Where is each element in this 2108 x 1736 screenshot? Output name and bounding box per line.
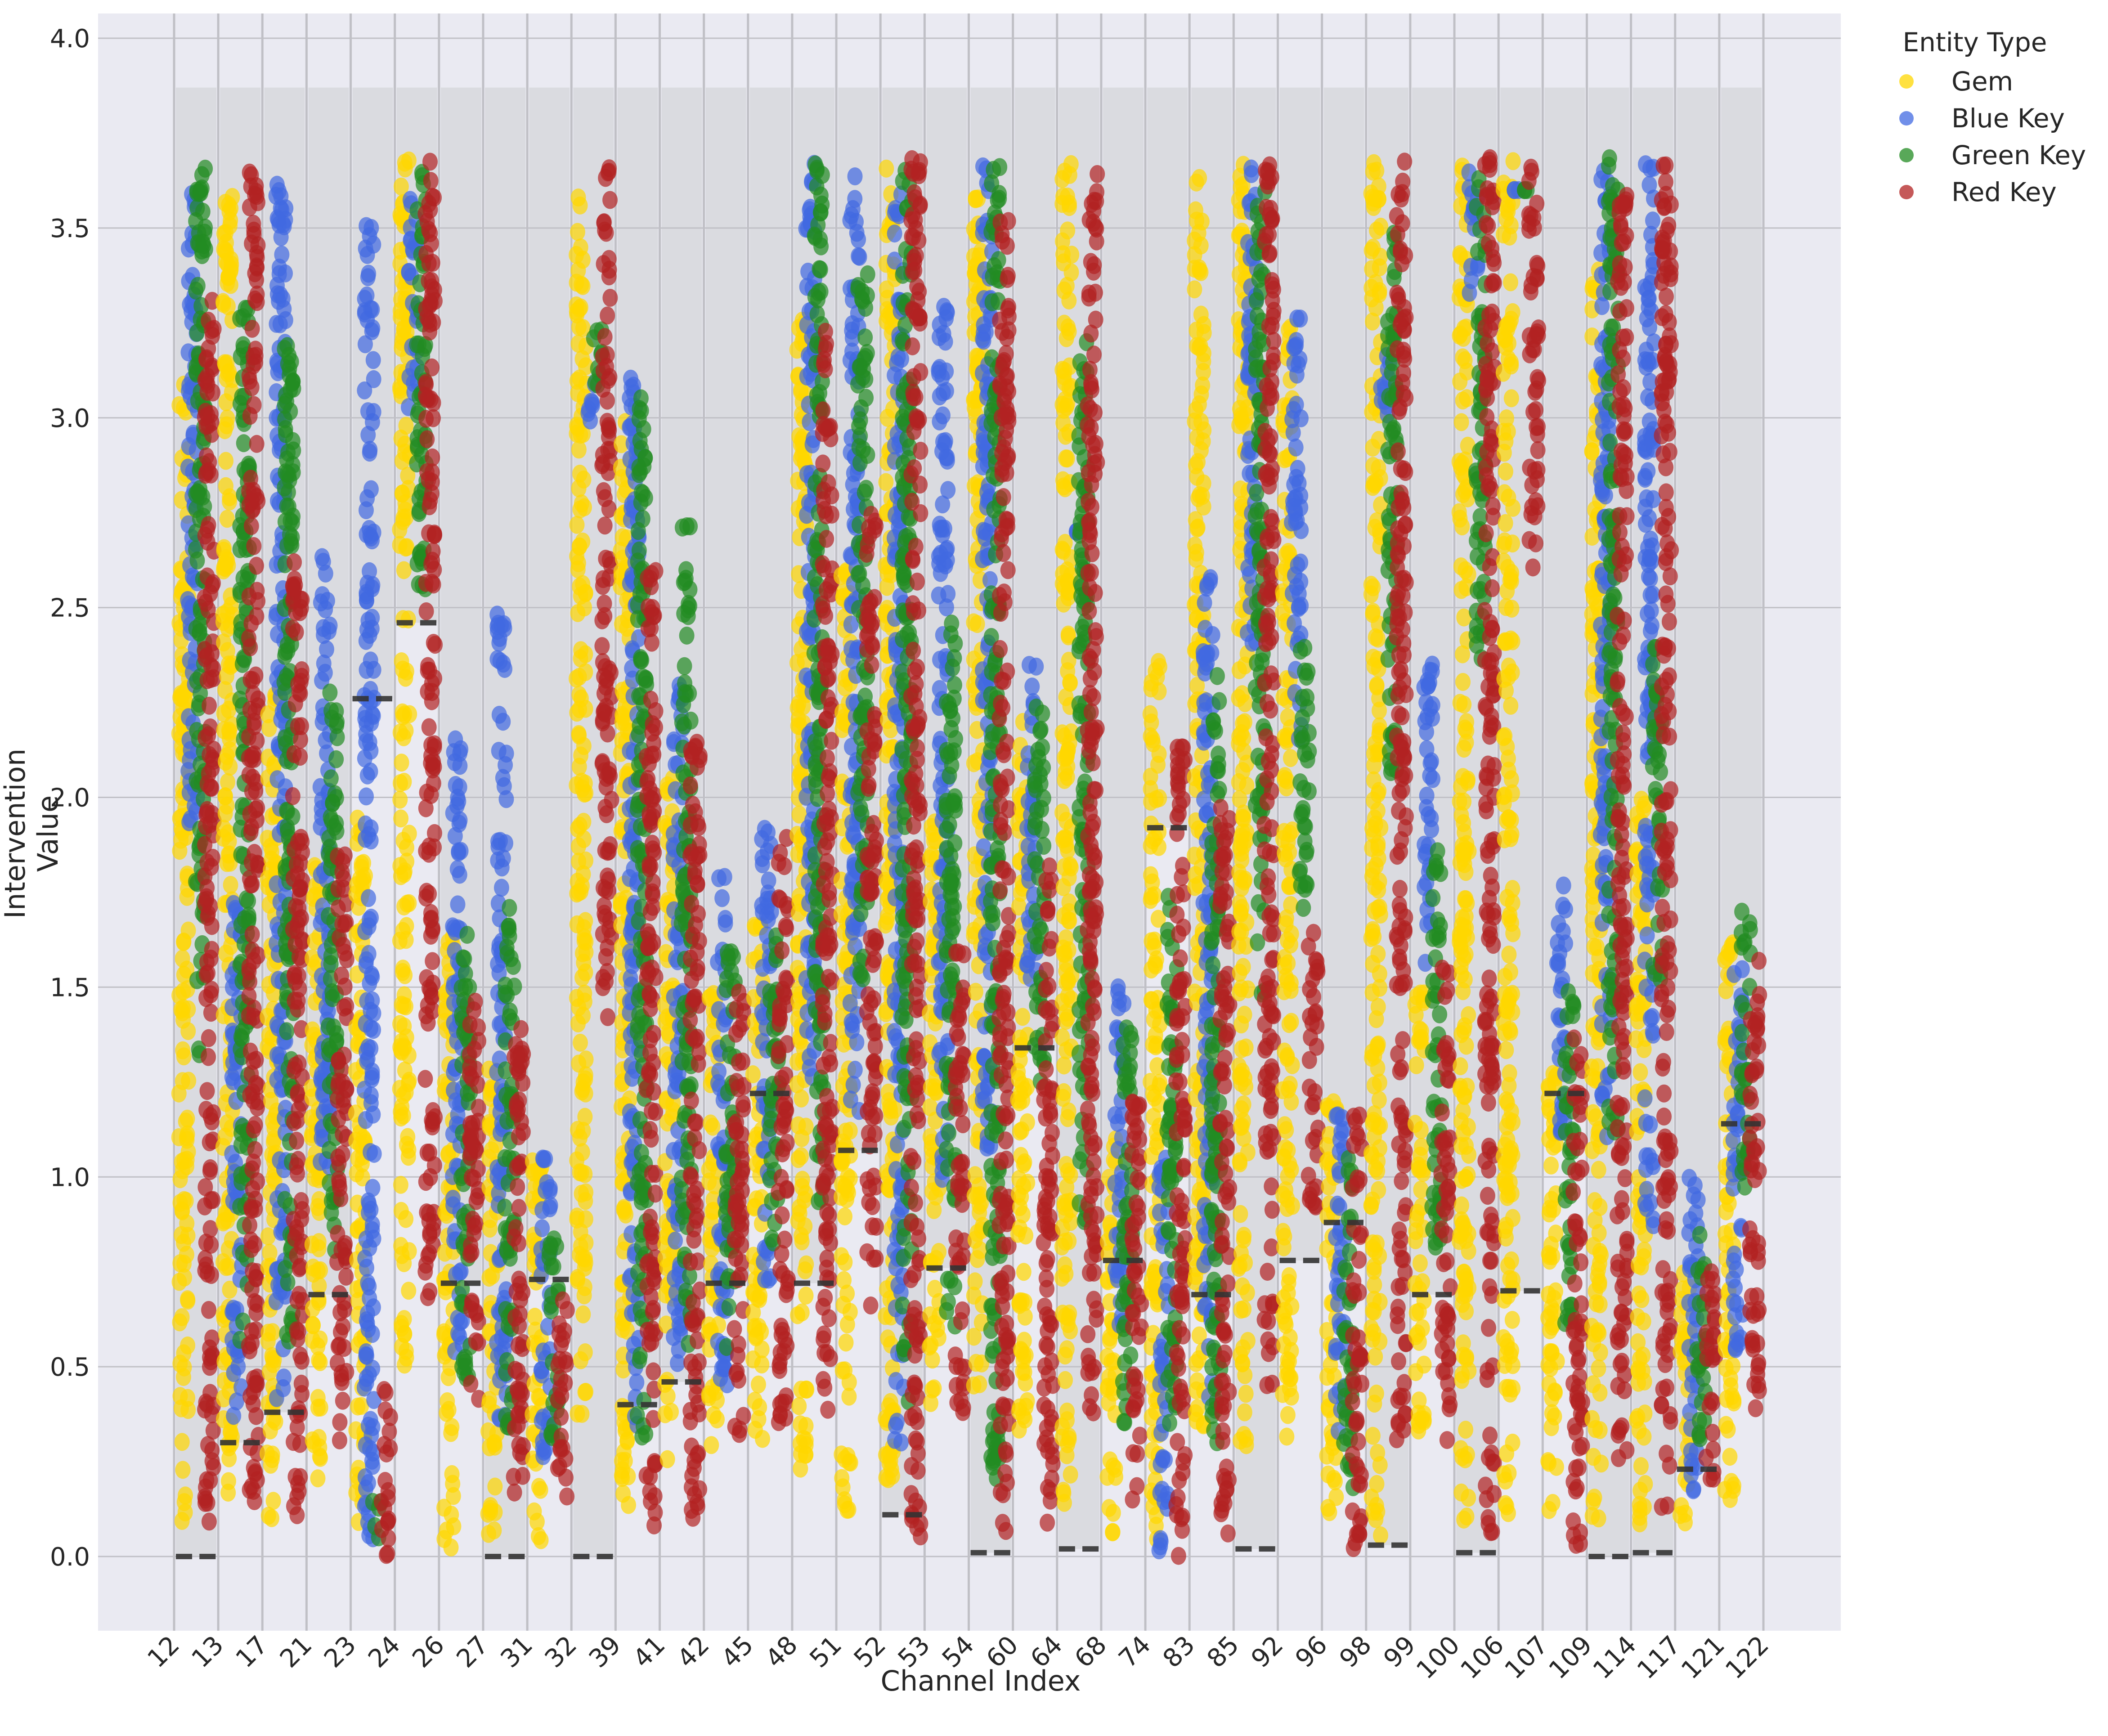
legend-title: Entity Type <box>1902 27 2047 58</box>
green-key-marker-icon <box>1899 148 1914 162</box>
x-tick-label: 27 <box>451 1630 494 1673</box>
x-tick-label: 39 <box>583 1630 627 1673</box>
y-tick-label: 2.0 <box>50 784 90 813</box>
legend: Entity Type Gem Blue Key Green Key Red K… <box>1880 27 2096 211</box>
x-tick-label: 117 <box>1632 1630 1686 1685</box>
x-tick-label: 32 <box>539 1630 583 1673</box>
y-tick-label: 0.5 <box>50 1353 90 1382</box>
y-tick-label: 1.0 <box>50 1163 90 1192</box>
x-tick-label: 96 <box>1290 1630 1333 1673</box>
x-tick-label: 100 <box>1411 1630 1466 1685</box>
y-tick-label: 4.0 <box>50 24 90 54</box>
x-tick-label: 31 <box>495 1630 538 1673</box>
x-tick-label: 85 <box>1202 1630 1245 1673</box>
x-tick-label: 23 <box>318 1630 362 1673</box>
legend-item-red-key: Red Key <box>1880 174 2096 211</box>
legend-label: Blue Key <box>1951 103 2065 134</box>
x-tick-label: 42 <box>672 1630 715 1673</box>
x-tick-label: 107 <box>1499 1630 1554 1685</box>
legend-label: Green Key <box>1951 140 2086 170</box>
x-axis-label: Channel Index <box>880 1664 1081 1697</box>
y-axis-label: Intervention Value <box>0 748 64 919</box>
x-tick-label: 45 <box>716 1630 759 1673</box>
y-tick-label: 3.0 <box>50 404 90 433</box>
x-tick-label: 98 <box>1334 1630 1377 1673</box>
y-tick-label: 1.5 <box>50 973 90 1002</box>
x-tick-label: 17 <box>230 1630 274 1673</box>
blue-key-marker-icon <box>1899 111 1914 126</box>
x-tick-label: 13 <box>186 1630 229 1673</box>
y-tick-label: 3.5 <box>50 214 90 243</box>
x-tick-label: 26 <box>407 1630 450 1673</box>
x-tick-label: 121 <box>1676 1630 1731 1685</box>
legend-label: Gem <box>1951 66 2014 97</box>
legend-item-green-key: Green Key <box>1880 137 2096 174</box>
x-tick-label: 83 <box>1157 1630 1201 1673</box>
x-tick-label: 12 <box>142 1630 185 1673</box>
y-tick-label: 2.5 <box>50 594 90 623</box>
x-tick-label: 41 <box>628 1630 671 1673</box>
legend-item-gem: Gem <box>1880 63 2096 100</box>
y-axis-ticks: 0.0 0.5 1.0 1.5 2.0 2.5 3.0 3.5 4.0 <box>50 24 90 1572</box>
x-tick-label: 92 <box>1246 1630 1289 1673</box>
x-tick-label: 21 <box>274 1630 318 1673</box>
x-tick-label: 24 <box>363 1630 406 1673</box>
x-tick-label: 114 <box>1588 1630 1642 1685</box>
x-tick-label: 122 <box>1720 1630 1775 1685</box>
data-points <box>171 149 1767 1565</box>
y-tick-label: 0.0 <box>50 1543 90 1572</box>
x-tick-label: 109 <box>1543 1630 1598 1685</box>
x-tick-label: 106 <box>1455 1630 1510 1685</box>
legend-item-blue-key: Blue Key <box>1880 100 2096 137</box>
red-key-marker-icon <box>1899 185 1914 199</box>
gem-marker-icon <box>1899 74 1914 89</box>
baseline-dashes <box>176 620 1761 1559</box>
x-tick-label: 48 <box>760 1630 803 1673</box>
legend-label: Red Key <box>1951 177 2057 207</box>
